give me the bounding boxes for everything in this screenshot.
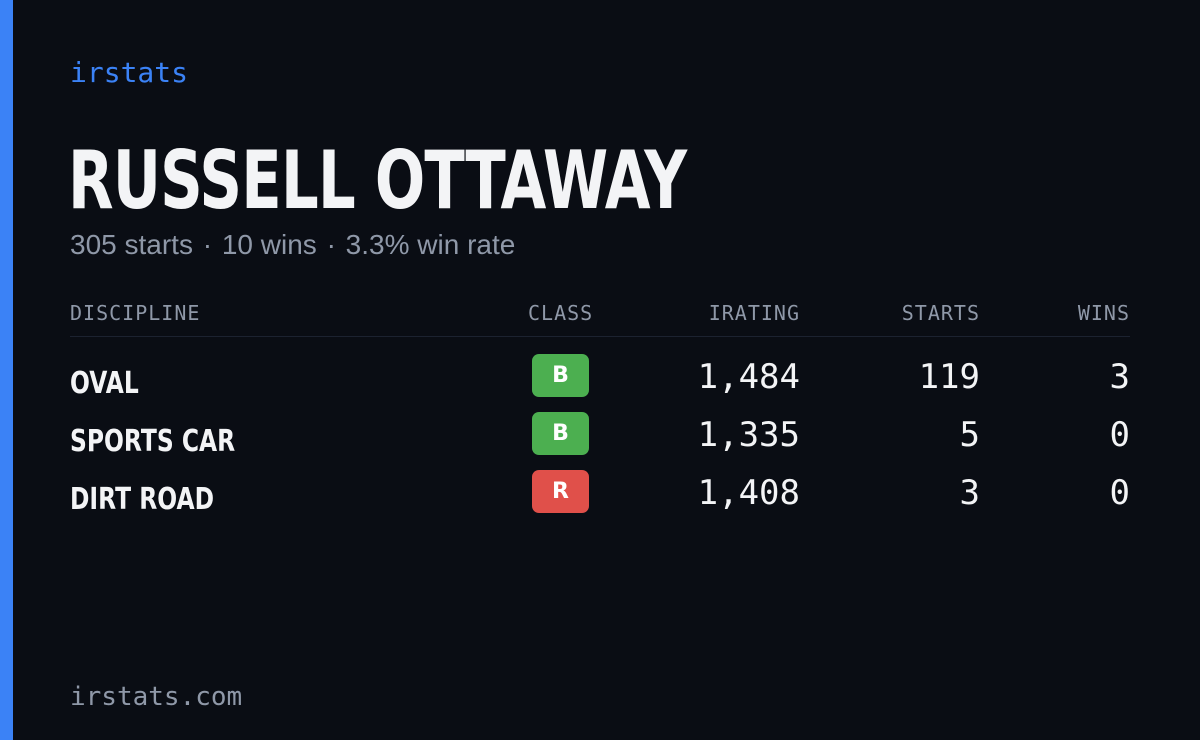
driver-name: RUSSELL OTTAWAY — [68, 134, 687, 227]
row-irating: 1,408 — [697, 473, 800, 513]
row-starts: 119 — [918, 357, 980, 397]
row-irating: 1,335 — [697, 415, 800, 455]
row-starts: 3 — [959, 473, 980, 513]
row-starts: 5 — [959, 415, 980, 455]
row-wins: 0 — [1109, 473, 1130, 513]
header-discipline: DISCIPLINE — [70, 301, 201, 325]
header-starts: STARTS — [901, 301, 980, 325]
summary-separator: · — [326, 229, 336, 260]
class-badge: B — [532, 412, 589, 455]
row-wins: 3 — [1109, 357, 1130, 397]
table-row: SPORTS CAR B 1,335 5 0 — [70, 412, 1130, 470]
class-badge: B — [532, 354, 589, 397]
summary-wins: 10 wins — [221, 229, 317, 260]
row-discipline: DIRT ROAD — [70, 482, 215, 517]
header-class: CLASS — [528, 301, 594, 325]
summary-win-rate: 3.3% win rate — [345, 229, 516, 260]
summary-separator: · — [202, 229, 213, 260]
row-irating: 1,484 — [697, 357, 800, 397]
accent-bar — [0, 0, 13, 740]
summary-starts: 305 starts — [70, 229, 193, 260]
row-discipline: SPORTS CAR — [70, 424, 236, 459]
driver-summary: 305 starts · 10 wins · 3.3% win rate — [70, 228, 515, 262]
header-irating: IRATING — [708, 301, 800, 325]
table-row: DIRT ROAD R 1,408 3 0 — [70, 470, 1130, 528]
class-badge: R — [532, 470, 589, 513]
row-wins: 0 — [1109, 415, 1130, 455]
row-discipline: OVAL — [70, 366, 139, 401]
table-header: DISCIPLINE CLASS IRATING STARTS WINS — [70, 300, 1130, 337]
brand-logo-text: irstats — [70, 56, 189, 89]
header-wins: WINS — [1077, 301, 1130, 325]
footer-site-url: irstats.com — [70, 682, 243, 712]
table-row: OVAL B 1,484 119 3 — [70, 354, 1130, 412]
